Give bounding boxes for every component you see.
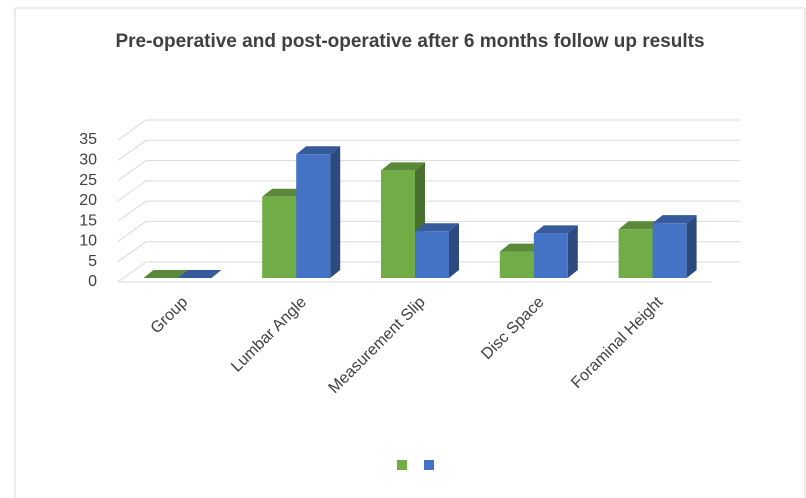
bar — [652, 215, 697, 278]
legend-swatch — [397, 460, 407, 470]
y-tick-label: 20 — [79, 192, 97, 209]
y-tick-label: 25 — [79, 172, 97, 189]
bar — [415, 223, 459, 278]
bar-top — [262, 188, 307, 197]
y-tick-label: 30 — [79, 152, 97, 169]
bar — [177, 270, 222, 278]
bar-top — [652, 215, 697, 224]
bar-front — [381, 170, 415, 278]
y-tick-label: 15 — [79, 212, 97, 229]
bar-top — [296, 146, 341, 155]
grid-line — [117, 160, 740, 181]
bar-front — [499, 251, 534, 278]
bar-side — [686, 215, 697, 278]
grid-line — [117, 119, 740, 141]
bar-top — [415, 223, 459, 232]
x-tick-label: Measurement Slip — [326, 294, 429, 397]
grid-line — [117, 200, 740, 222]
x-tick-label: Group — [148, 294, 192, 338]
chart-title: Pre-operative and post-operative after 6… — [115, 31, 705, 52]
x-tick-label: Lumbar Angle — [228, 294, 310, 376]
bar-front — [533, 233, 568, 278]
bar-side — [449, 223, 459, 278]
y-tick-label: 0 — [88, 273, 97, 290]
bar-front — [296, 154, 331, 278]
bar — [533, 225, 578, 278]
bar-top — [533, 225, 578, 234]
bar-top — [618, 221, 663, 230]
bar-top — [499, 243, 544, 252]
bar-top — [143, 270, 188, 278]
y-tick-label: 10 — [79, 233, 97, 250]
legend-swatch — [424, 460, 434, 470]
x-tick-label: Foraminal Height — [568, 293, 667, 392]
y-tick-label: 5 — [88, 253, 97, 270]
y-tick-label: 35 — [79, 131, 97, 148]
bar-side — [567, 225, 578, 278]
bar-front — [618, 229, 653, 278]
grid-line — [117, 139, 740, 161]
bar — [296, 146, 341, 278]
bar-top — [177, 270, 222, 278]
bar-side — [330, 146, 341, 278]
chart-border — [14, 7, 806, 498]
bar — [143, 270, 188, 278]
grid-line — [117, 220, 740, 242]
bar-front — [415, 231, 449, 278]
grid-line — [117, 180, 740, 202]
x-tick-label: Disc Space — [478, 294, 547, 363]
bar-front — [262, 196, 297, 278]
bar-front — [652, 223, 687, 278]
bar-top — [381, 162, 425, 171]
